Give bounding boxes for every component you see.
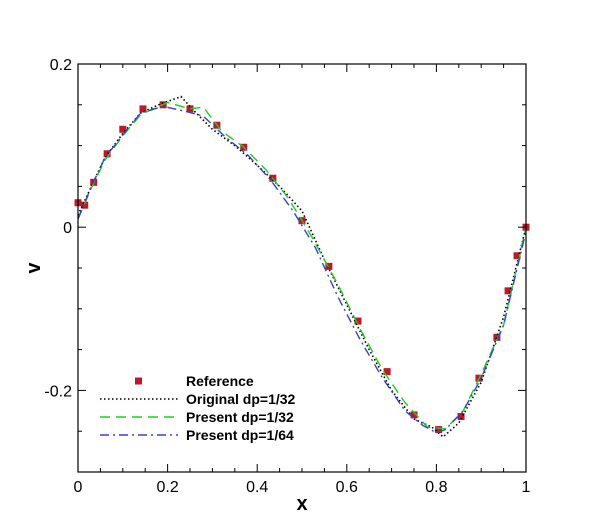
reference-marker xyxy=(103,150,111,158)
legend-label-present-dp-1-64: Present dp=1/64 xyxy=(186,427,294,443)
plot-frame xyxy=(77,63,527,473)
y-tick-label: 0 xyxy=(63,220,72,237)
reference-marker xyxy=(81,201,89,209)
legend-marker-reference xyxy=(135,377,142,385)
legend-label-present-dp-1-32: Present dp=1/32 xyxy=(186,409,294,425)
x-tick-label: 0.4 xyxy=(246,479,268,496)
x-tick-label: 0.6 xyxy=(336,479,358,496)
reference-marker xyxy=(504,287,512,295)
x-tick-label: 0.8 xyxy=(425,479,447,496)
x-tick-label: 0 xyxy=(74,479,83,496)
series-line-present-dp-1-64 xyxy=(77,105,527,434)
x-tick-label: 1 xyxy=(522,479,531,496)
series-line-present-dp-1-32 xyxy=(77,101,527,430)
reference-marker xyxy=(119,125,127,133)
reference-marker xyxy=(457,413,465,421)
y-axis-title: v xyxy=(23,262,45,274)
reference-marker xyxy=(435,426,443,434)
reference-marker xyxy=(383,368,391,376)
reference-marker xyxy=(354,317,362,325)
legend: Reference Original dp=1/32 Present dp=1/32… xyxy=(100,373,296,443)
y-tick-label: -0.2 xyxy=(44,383,72,400)
legend-label-original-dp-1-32: Original dp=1/32 xyxy=(186,391,296,407)
reference-marker xyxy=(325,262,333,270)
x-tick-label: 0.2 xyxy=(156,479,178,496)
axes-layer: 0 0.2 0.4 0.6 0.8 1 -0.2 0 0.2 xyxy=(44,57,530,496)
series-layer xyxy=(74,95,530,438)
reference-marker xyxy=(410,411,418,419)
reference-marker xyxy=(186,105,194,113)
legend-label-reference: Reference xyxy=(186,373,254,389)
reference-marker xyxy=(493,333,501,341)
reference-marker xyxy=(513,252,521,260)
y-tick-label: 0.2 xyxy=(50,57,72,74)
x-axis-title: x xyxy=(296,493,307,515)
reference-marker xyxy=(139,105,147,113)
series-line-original-dp-1-32 xyxy=(77,95,527,438)
